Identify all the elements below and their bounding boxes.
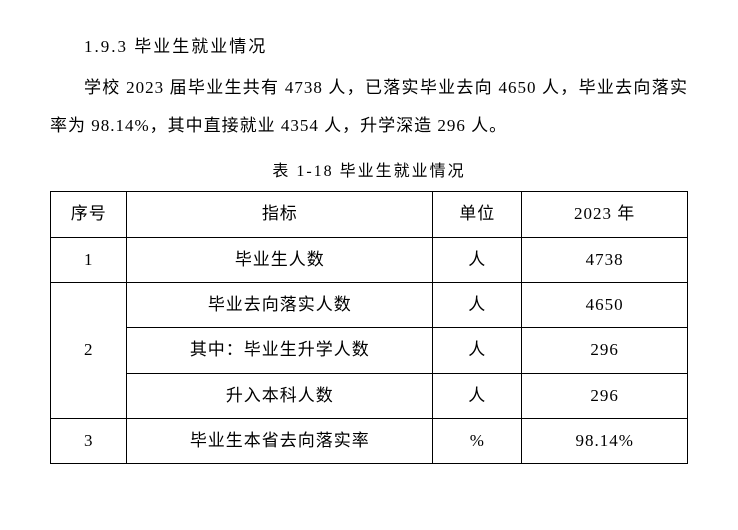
table-row: 3 毕业生本省去向落实率 % 98.14% <box>51 418 688 463</box>
cell-unit: 人 <box>433 328 522 373</box>
table-row: 其中：毕业生升学人数 人 296 <box>51 328 688 373</box>
cell-value: 296 <box>522 373 688 418</box>
table-header-row: 序号 指标 单位 2023 年 <box>51 192 688 237</box>
cell-metric: 升入本科人数 <box>127 373 433 418</box>
col-header-year: 2023 年 <box>522 192 688 237</box>
employment-table: 序号 指标 单位 2023 年 1 毕业生人数 人 4738 2 毕业去向落实人… <box>50 191 688 464</box>
cell-metric: 毕业生人数 <box>127 237 433 282</box>
body-paragraph: 学校 2023 届毕业生共有 4738 人，已落实毕业去向 4650 人，毕业去… <box>50 69 688 144</box>
cell-value: 4738 <box>522 237 688 282</box>
cell-value: 296 <box>522 328 688 373</box>
table-caption: 表 1-18 毕业生就业情况 <box>50 154 688 189</box>
col-header-seq: 序号 <box>51 192 127 237</box>
cell-unit: 人 <box>433 282 522 327</box>
cell-metric: 毕业生本省去向落实率 <box>127 418 433 463</box>
cell-unit: 人 <box>433 373 522 418</box>
cell-value: 4650 <box>522 282 688 327</box>
cell-seq: 2 <box>51 282 127 418</box>
cell-metric: 其中：毕业生升学人数 <box>127 328 433 373</box>
cell-value: 98.14% <box>522 418 688 463</box>
cell-seq: 3 <box>51 418 127 463</box>
col-header-metric: 指标 <box>127 192 433 237</box>
cell-unit: % <box>433 418 522 463</box>
cell-unit: 人 <box>433 237 522 282</box>
cell-seq: 1 <box>51 237 127 282</box>
section-heading: 1.9.3 毕业生就业情况 <box>50 28 688 65</box>
table-row: 升入本科人数 人 296 <box>51 373 688 418</box>
col-header-unit: 单位 <box>433 192 522 237</box>
cell-metric: 毕业去向落实人数 <box>127 282 433 327</box>
table-row: 1 毕业生人数 人 4738 <box>51 237 688 282</box>
table-row: 2 毕业去向落实人数 人 4650 <box>51 282 688 327</box>
